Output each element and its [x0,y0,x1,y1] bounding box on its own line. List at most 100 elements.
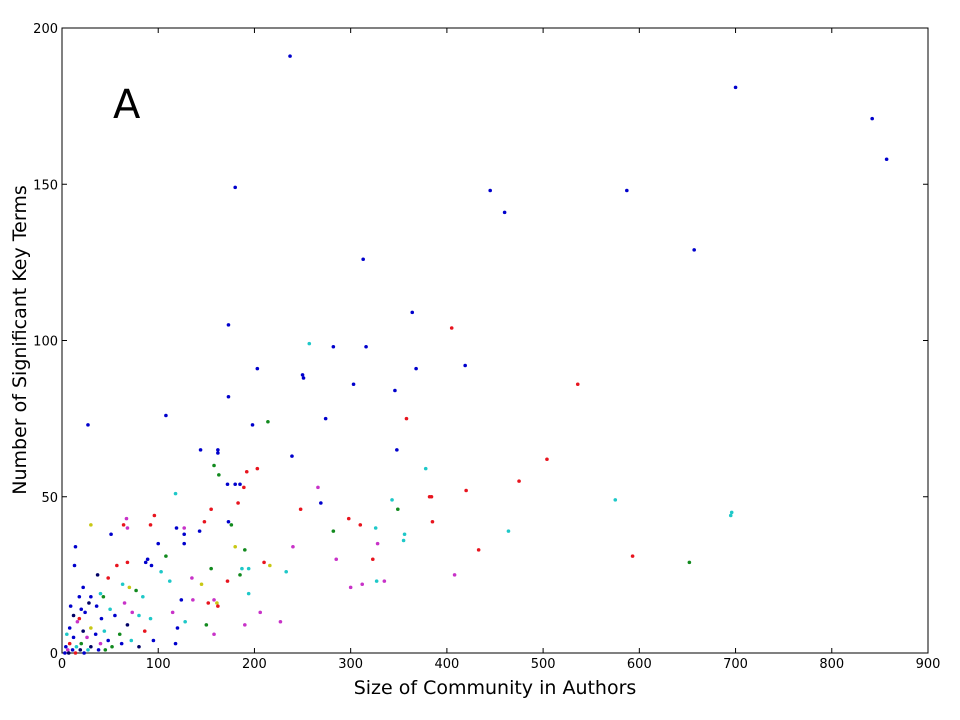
data-point [121,523,126,527]
data-point [110,644,114,649]
data-point [148,616,153,621]
data-point [258,610,263,615]
data-point [173,641,178,646]
data-point [182,532,187,537]
data-point [370,557,375,562]
data-point [106,638,110,643]
data-point [179,598,184,602]
data-point [67,641,72,646]
data-point [430,519,435,524]
x-tick-label: 300 [338,657,363,672]
data-point [149,563,154,568]
data-point [137,644,141,649]
data-point [476,548,481,552]
data-point [83,610,87,615]
data-point [209,566,213,571]
data-point [164,413,168,418]
data-point [167,579,172,583]
data-point [125,623,130,627]
data-point [226,519,231,524]
data-point [870,116,874,121]
data-point [202,519,207,524]
data-point [233,482,237,487]
x-tick-label: 800 [819,657,844,672]
data-point [145,557,150,562]
y-tick-label: 200 [33,22,58,37]
data-point [284,569,288,574]
y-tick-label: 100 [33,335,58,350]
data-point [175,626,180,630]
data-point [73,651,78,655]
data-point [108,607,112,612]
data-point [164,554,168,558]
data-points [63,54,889,655]
data-point [374,579,379,583]
data-point [209,507,213,512]
data-point [141,594,145,599]
data-point [334,557,339,562]
data-point [226,394,231,399]
data-point [393,388,397,393]
data-point [212,463,216,468]
data-point [102,629,107,633]
x-tick-label: 900 [916,657,941,672]
data-point [229,523,234,527]
data-point [137,613,141,618]
plot-area [61,27,929,654]
data-point [120,582,125,587]
data-point [728,513,733,518]
data-point [74,644,79,649]
data-point [423,466,428,471]
data-point [78,648,83,652]
data-point [156,541,161,546]
data-point [358,523,363,527]
data-point [103,648,108,652]
data-point [884,157,889,162]
data-point [98,641,103,646]
data-point [71,613,76,618]
data-point [225,482,230,487]
data-point [506,529,511,533]
data-point [115,563,119,568]
data-point [360,582,365,587]
data-point [225,579,230,583]
data-point [86,423,90,427]
axis-ticks: 0 100 200 300 400 500 600 700 800 900 0 50 100 150 200 [33,22,940,672]
data-point [410,310,415,315]
data-point [517,479,521,483]
data-point [67,626,72,630]
data-point [290,454,294,458]
data-point [77,616,82,621]
data-point [246,591,251,596]
data-point [238,482,242,487]
data-point [250,423,255,427]
data-point [65,632,69,637]
data-point [212,632,216,637]
data-point [119,641,124,646]
data-point [143,560,148,565]
data-point [159,569,163,574]
data-point [346,516,351,521]
data-point [266,419,270,424]
data-point [240,566,244,571]
data-point [316,485,320,490]
data-point [255,466,260,471]
data-point [452,573,457,577]
y-axis-label: Number of Significant Key Terms [9,185,31,494]
data-point [319,501,323,505]
data-point [206,601,211,605]
data-point [217,473,221,477]
data-point [130,610,135,615]
data-point [301,376,306,380]
x-tick-label: 100 [146,657,171,672]
data-point [692,248,696,252]
data-point [89,626,93,630]
data-point [77,594,82,599]
data-point [87,601,91,605]
data-point [233,544,237,549]
data-point [86,648,90,652]
data-point [73,544,78,549]
data-point [464,488,468,493]
data-point [66,651,71,655]
data-point [109,532,113,537]
